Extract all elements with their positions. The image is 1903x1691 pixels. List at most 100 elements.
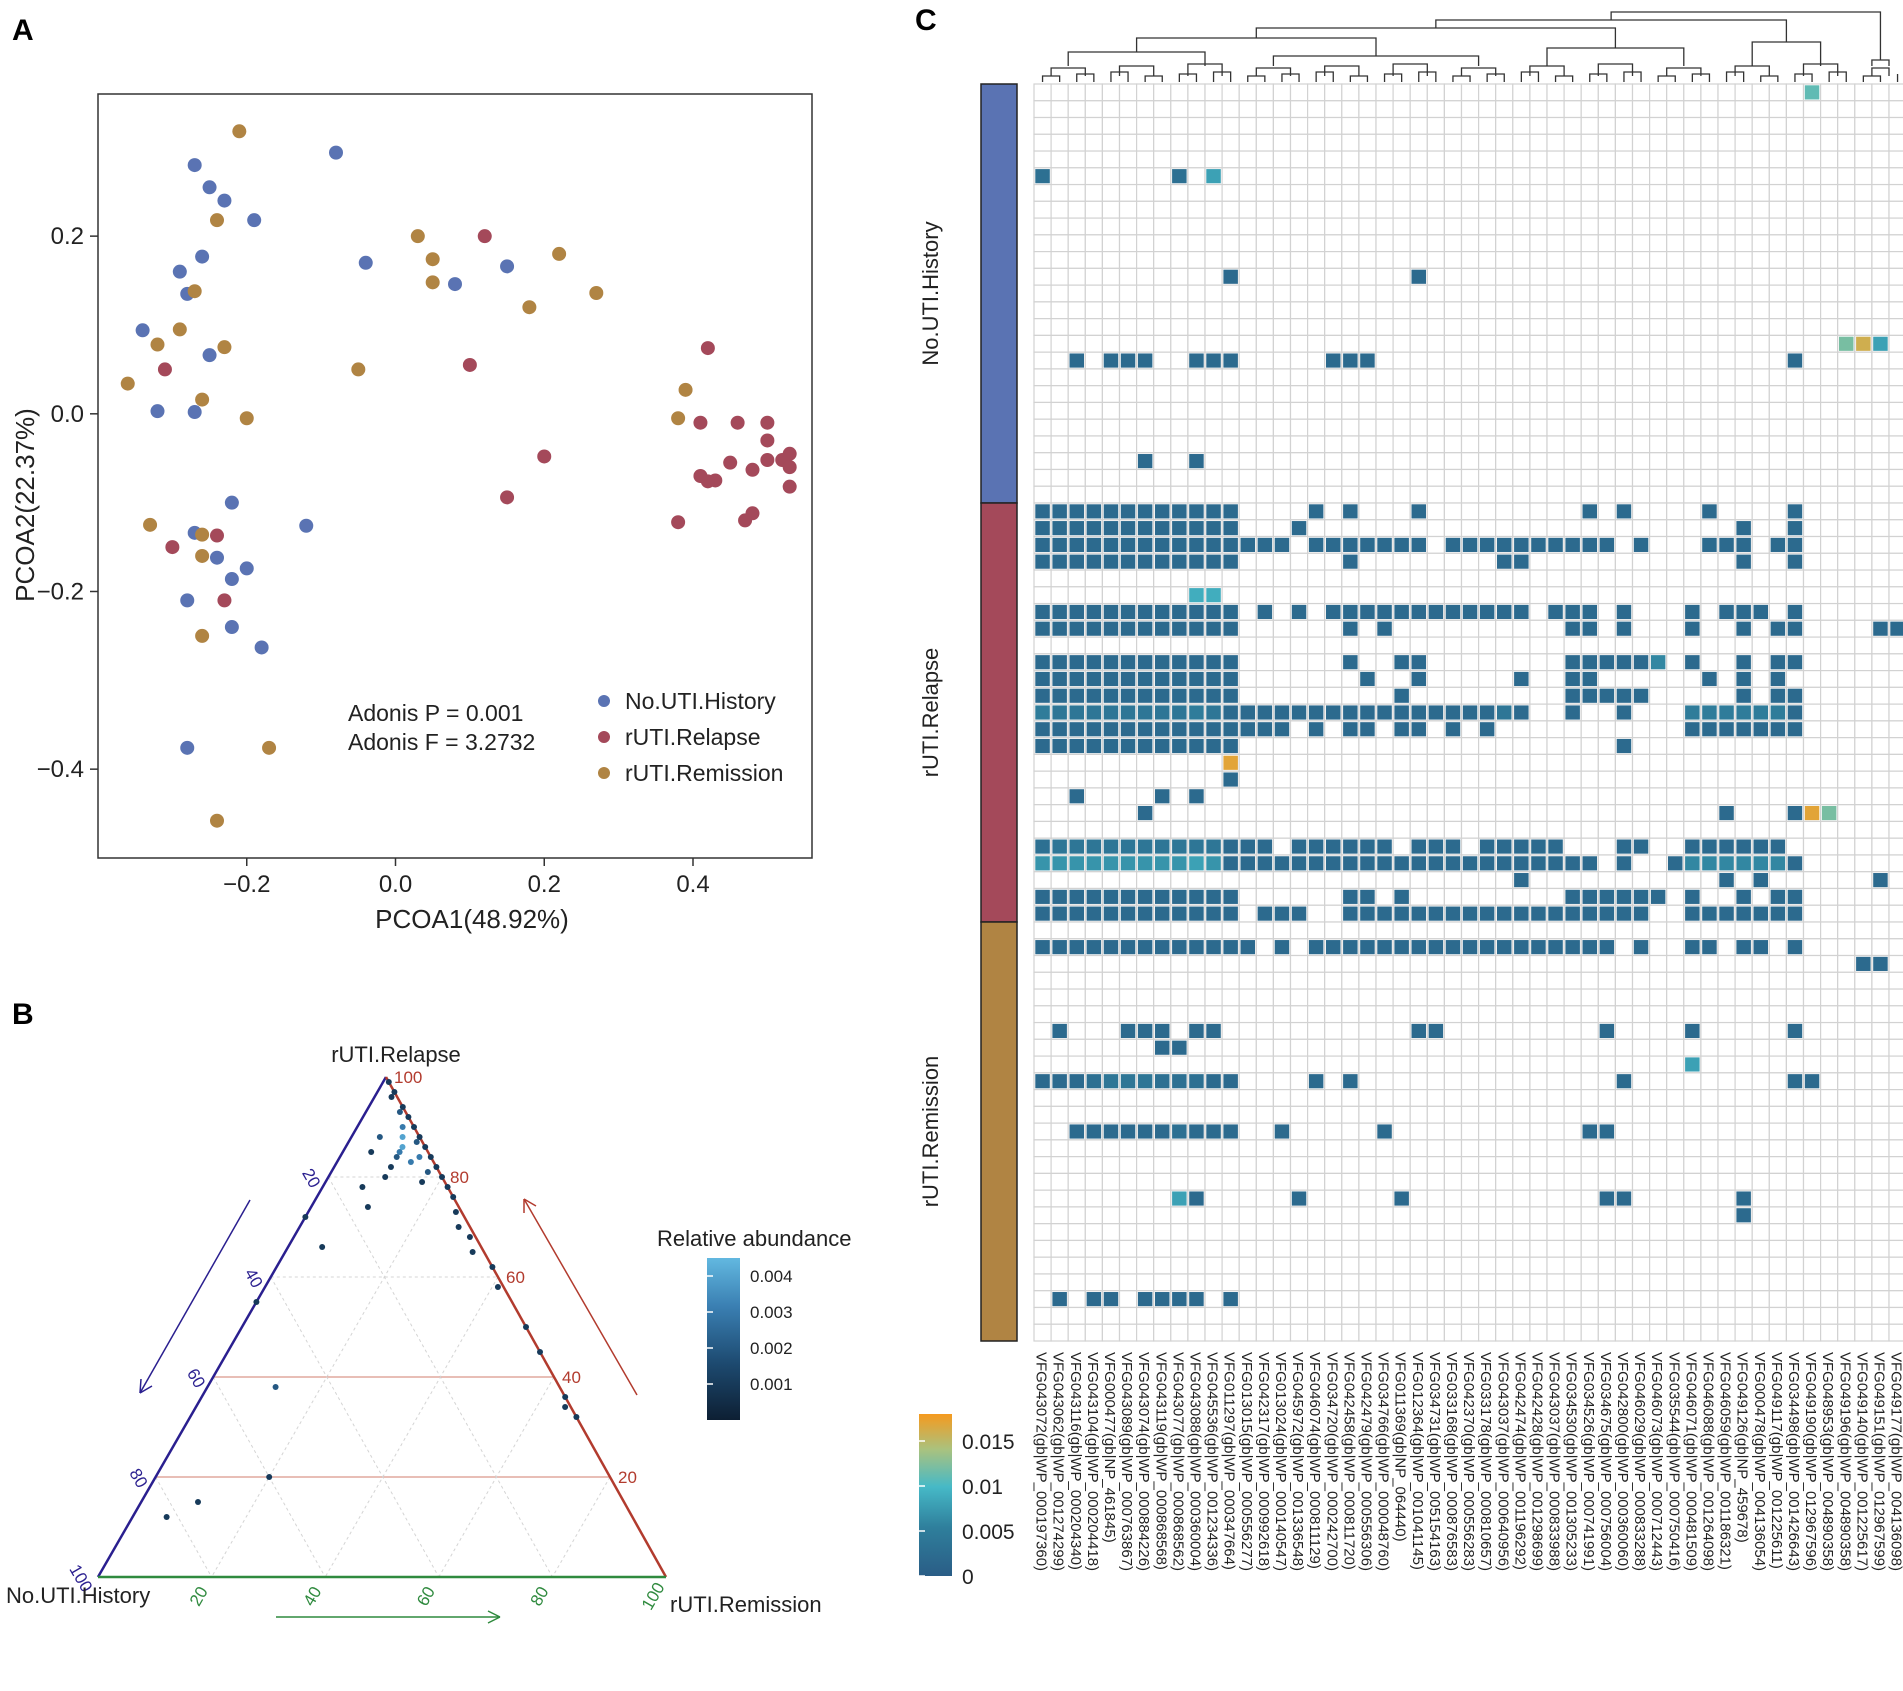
ternary-gridline-remission <box>324 1276 499 1578</box>
heatmap-empty-cell <box>1358 737 1377 756</box>
heatmap-empty-cell <box>1768 871 1788 890</box>
heatmap-empty-cell <box>1495 820 1514 839</box>
heatmap-empty-cell <box>1768 485 1788 504</box>
heatmap-empty-cell <box>1341 217 1360 236</box>
heatmap-empty-cell <box>1443 954 1463 973</box>
heatmap-empty-cell <box>1717 133 1736 152</box>
heatmap-empty-cell <box>1460 569 1480 588</box>
heatmap-cell <box>1189 1191 1204 1206</box>
heatmap-empty-cell <box>1170 820 1189 839</box>
heatmap-empty-cell <box>1614 787 1634 806</box>
heatmap-empty-cell <box>1477 1273 1497 1292</box>
heatmap-cell <box>1257 537 1273 552</box>
heatmap-empty-cell <box>1495 385 1514 404</box>
heatmap-empty-cell <box>1648 418 1668 437</box>
heatmap-cell <box>1736 722 1751 737</box>
heatmap-empty-cell <box>1067 1239 1086 1258</box>
heatmap-cell <box>1753 940 1768 955</box>
heatmap-cell <box>1155 621 1170 636</box>
heatmap-empty-cell <box>1221 871 1240 890</box>
heatmap-empty-cell <box>1529 83 1548 102</box>
heatmap-empty-cell <box>1785 569 1805 588</box>
heatmap-empty-cell <box>1751 167 1770 186</box>
heatmap-empty-cell <box>1050 100 1069 119</box>
heatmap-empty-cell <box>1187 485 1206 504</box>
heatmap-empty-cell <box>1888 452 1903 471</box>
heatmap-empty-cell <box>1854 1055 1873 1074</box>
heatmap-empty-cell <box>1734 1072 1753 1091</box>
heatmap-empty-cell <box>1153 116 1172 135</box>
heatmap-column-label: VFG043088(gb|WP_000360004) <box>1186 1352 1203 1571</box>
heatmap-empty-cell <box>1050 820 1069 839</box>
heatmap-empty-cell <box>1170 1206 1189 1225</box>
heatmap-empty-cell <box>1597 753 1617 772</box>
heatmap-empty-cell <box>1118 301 1138 320</box>
heatmap-empty-cell <box>1341 1189 1360 1208</box>
heatmap-cell <box>1616 655 1632 670</box>
heatmap-empty-cell <box>1272 921 1292 940</box>
heatmap-cell <box>1120 940 1136 955</box>
heatmap-cell <box>1086 621 1102 636</box>
heatmap-empty-cell <box>1238 636 1257 655</box>
heatmap-empty-cell <box>1358 485 1377 504</box>
heatmap-empty-cell <box>1614 452 1634 471</box>
heatmap-empty-cell <box>1358 1172 1377 1191</box>
heatmap-empty-cell <box>1631 753 1651 772</box>
heatmap-empty-cell <box>1460 334 1480 353</box>
heatmap-empty-cell <box>1563 1306 1582 1325</box>
heatmap-empty-cell <box>1084 485 1104 504</box>
heatmap-empty-cell <box>1683 200 1702 219</box>
heatmap-empty-cell <box>1084 267 1104 286</box>
heatmap-empty-cell <box>1751 820 1770 839</box>
heatmap-empty-cell <box>1324 368 1343 387</box>
heatmap-empty-cell <box>1358 301 1377 320</box>
heatmap-empty-cell <box>1768 921 1788 940</box>
heatmap-column-label: VFG042474(gb|WP_001196292) <box>1511 1352 1528 1570</box>
heatmap-empty-cell <box>1802 1323 1822 1342</box>
heatmap-empty-cell <box>1717 301 1736 320</box>
heatmap-empty-cell <box>1341 1306 1360 1325</box>
heatmap-empty-cell <box>1837 602 1856 621</box>
heatmap-empty-cell <box>1854 485 1873 504</box>
heatmap-empty-cell <box>1324 150 1343 169</box>
heatmap-cell <box>1069 655 1084 670</box>
heatmap-empty-cell <box>1289 385 1309 404</box>
heatmap-empty-cell <box>1717 552 1736 571</box>
heatmap-empty-cell <box>1717 251 1736 269</box>
heatmap-empty-cell <box>1306 401 1326 420</box>
heatmap-empty-cell <box>1135 1323 1155 1342</box>
heatmap-empty-cell <box>1854 1290 1873 1309</box>
heatmap-empty-cell <box>1426 871 1446 890</box>
heatmap-empty-cell <box>1785 1206 1805 1225</box>
heatmap-empty-cell <box>1409 133 1428 152</box>
heatmap-empty-cell <box>1375 150 1394 169</box>
heatmap-empty-cell <box>1563 636 1582 655</box>
heatmap-empty-cell <box>1819 1139 1839 1158</box>
heatmap-cell <box>1326 705 1341 720</box>
heatmap-empty-cell <box>1033 217 1052 236</box>
heatmap-empty-cell <box>1358 770 1377 789</box>
heatmap-empty-cell <box>1819 1206 1839 1225</box>
heatmap-empty-cell <box>1409 1172 1428 1191</box>
heatmap-cell <box>1120 353 1136 368</box>
heatmap-empty-cell <box>1272 116 1292 135</box>
heatmap-empty-cell <box>1221 401 1240 420</box>
heatmap-empty-cell <box>1477 1122 1497 1141</box>
panel-a-letter: A <box>12 14 34 47</box>
heatmap-empty-cell <box>1170 116 1189 135</box>
heatmap-empty-cell <box>1854 301 1873 320</box>
heatmap-empty-cell <box>1170 485 1189 504</box>
heatmap-empty-cell <box>1135 217 1155 236</box>
heatmap-empty-cell <box>1067 1088 1086 1107</box>
heatmap-empty-cell <box>1426 619 1446 638</box>
heatmap-empty-cell <box>1580 116 1599 135</box>
heatmap-empty-cell <box>1084 1005 1104 1024</box>
heatmap-empty-cell <box>1135 1172 1155 1191</box>
heatmap-empty-cell <box>1238 1072 1257 1091</box>
pcoa-point-ruti-remission <box>195 392 210 407</box>
heatmap-empty-cell <box>1255 167 1275 186</box>
heatmap-empty-cell <box>1854 887 1873 906</box>
heatmap-empty-cell <box>1170 418 1189 437</box>
heatmap-cell <box>1394 1191 1409 1206</box>
heatmap-empty-cell <box>1683 334 1702 353</box>
